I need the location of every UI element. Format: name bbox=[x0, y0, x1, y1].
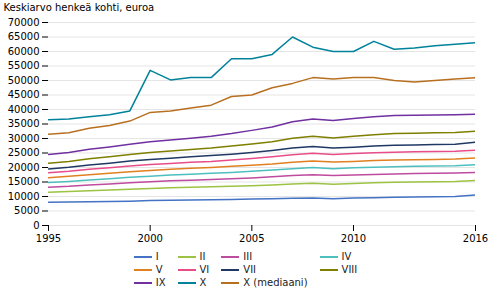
html-text:I: I bbox=[155, 251, 159, 262]
svg-text:Keskiarvo henkeä kohti, euroa: Keskiarvo henkeä kohti, euroa bbox=[4, 2, 155, 13]
svg-text:40000: 40000 bbox=[8, 104, 40, 115]
svg-text:50000: 50000 bbox=[8, 75, 40, 86]
svg-text:2005: 2005 bbox=[239, 233, 264, 244]
svg-text:15000: 15000 bbox=[8, 176, 40, 187]
svg-text:10000: 10000 bbox=[8, 191, 40, 202]
svg-text:70000: 70000 bbox=[8, 17, 40, 28]
html-text:II: II bbox=[199, 251, 206, 262]
svg-text:60000: 60000 bbox=[8, 46, 40, 57]
html-text:V: V bbox=[155, 264, 163, 275]
html-text:X (mediaani): X (mediaani) bbox=[243, 277, 308, 288]
svg-text:5000: 5000 bbox=[14, 205, 39, 216]
svg-text:35000: 35000 bbox=[8, 118, 40, 129]
svg-text:2016: 2016 bbox=[463, 233, 488, 244]
svg-text:1995: 1995 bbox=[36, 233, 61, 244]
svg-text:2010: 2010 bbox=[341, 233, 366, 244]
svg-text:25000: 25000 bbox=[8, 147, 40, 158]
html-text:IV: IV bbox=[341, 251, 352, 262]
svg-text:30000: 30000 bbox=[8, 133, 40, 144]
html-text:IX: IX bbox=[155, 277, 166, 288]
html-text:III: III bbox=[243, 251, 253, 262]
svg-text:2000: 2000 bbox=[137, 233, 162, 244]
svg-text:65000: 65000 bbox=[8, 31, 40, 42]
svg-text:20000: 20000 bbox=[8, 162, 40, 173]
svg-text:55000: 55000 bbox=[8, 60, 40, 71]
html-text:X: X bbox=[199, 277, 207, 288]
html-text:VI: VI bbox=[199, 264, 210, 275]
html-text:VIII: VIII bbox=[341, 264, 358, 275]
svg-text:0: 0 bbox=[33, 220, 39, 231]
html-text:VII: VII bbox=[243, 264, 257, 275]
svg-text:45000: 45000 bbox=[8, 89, 40, 100]
